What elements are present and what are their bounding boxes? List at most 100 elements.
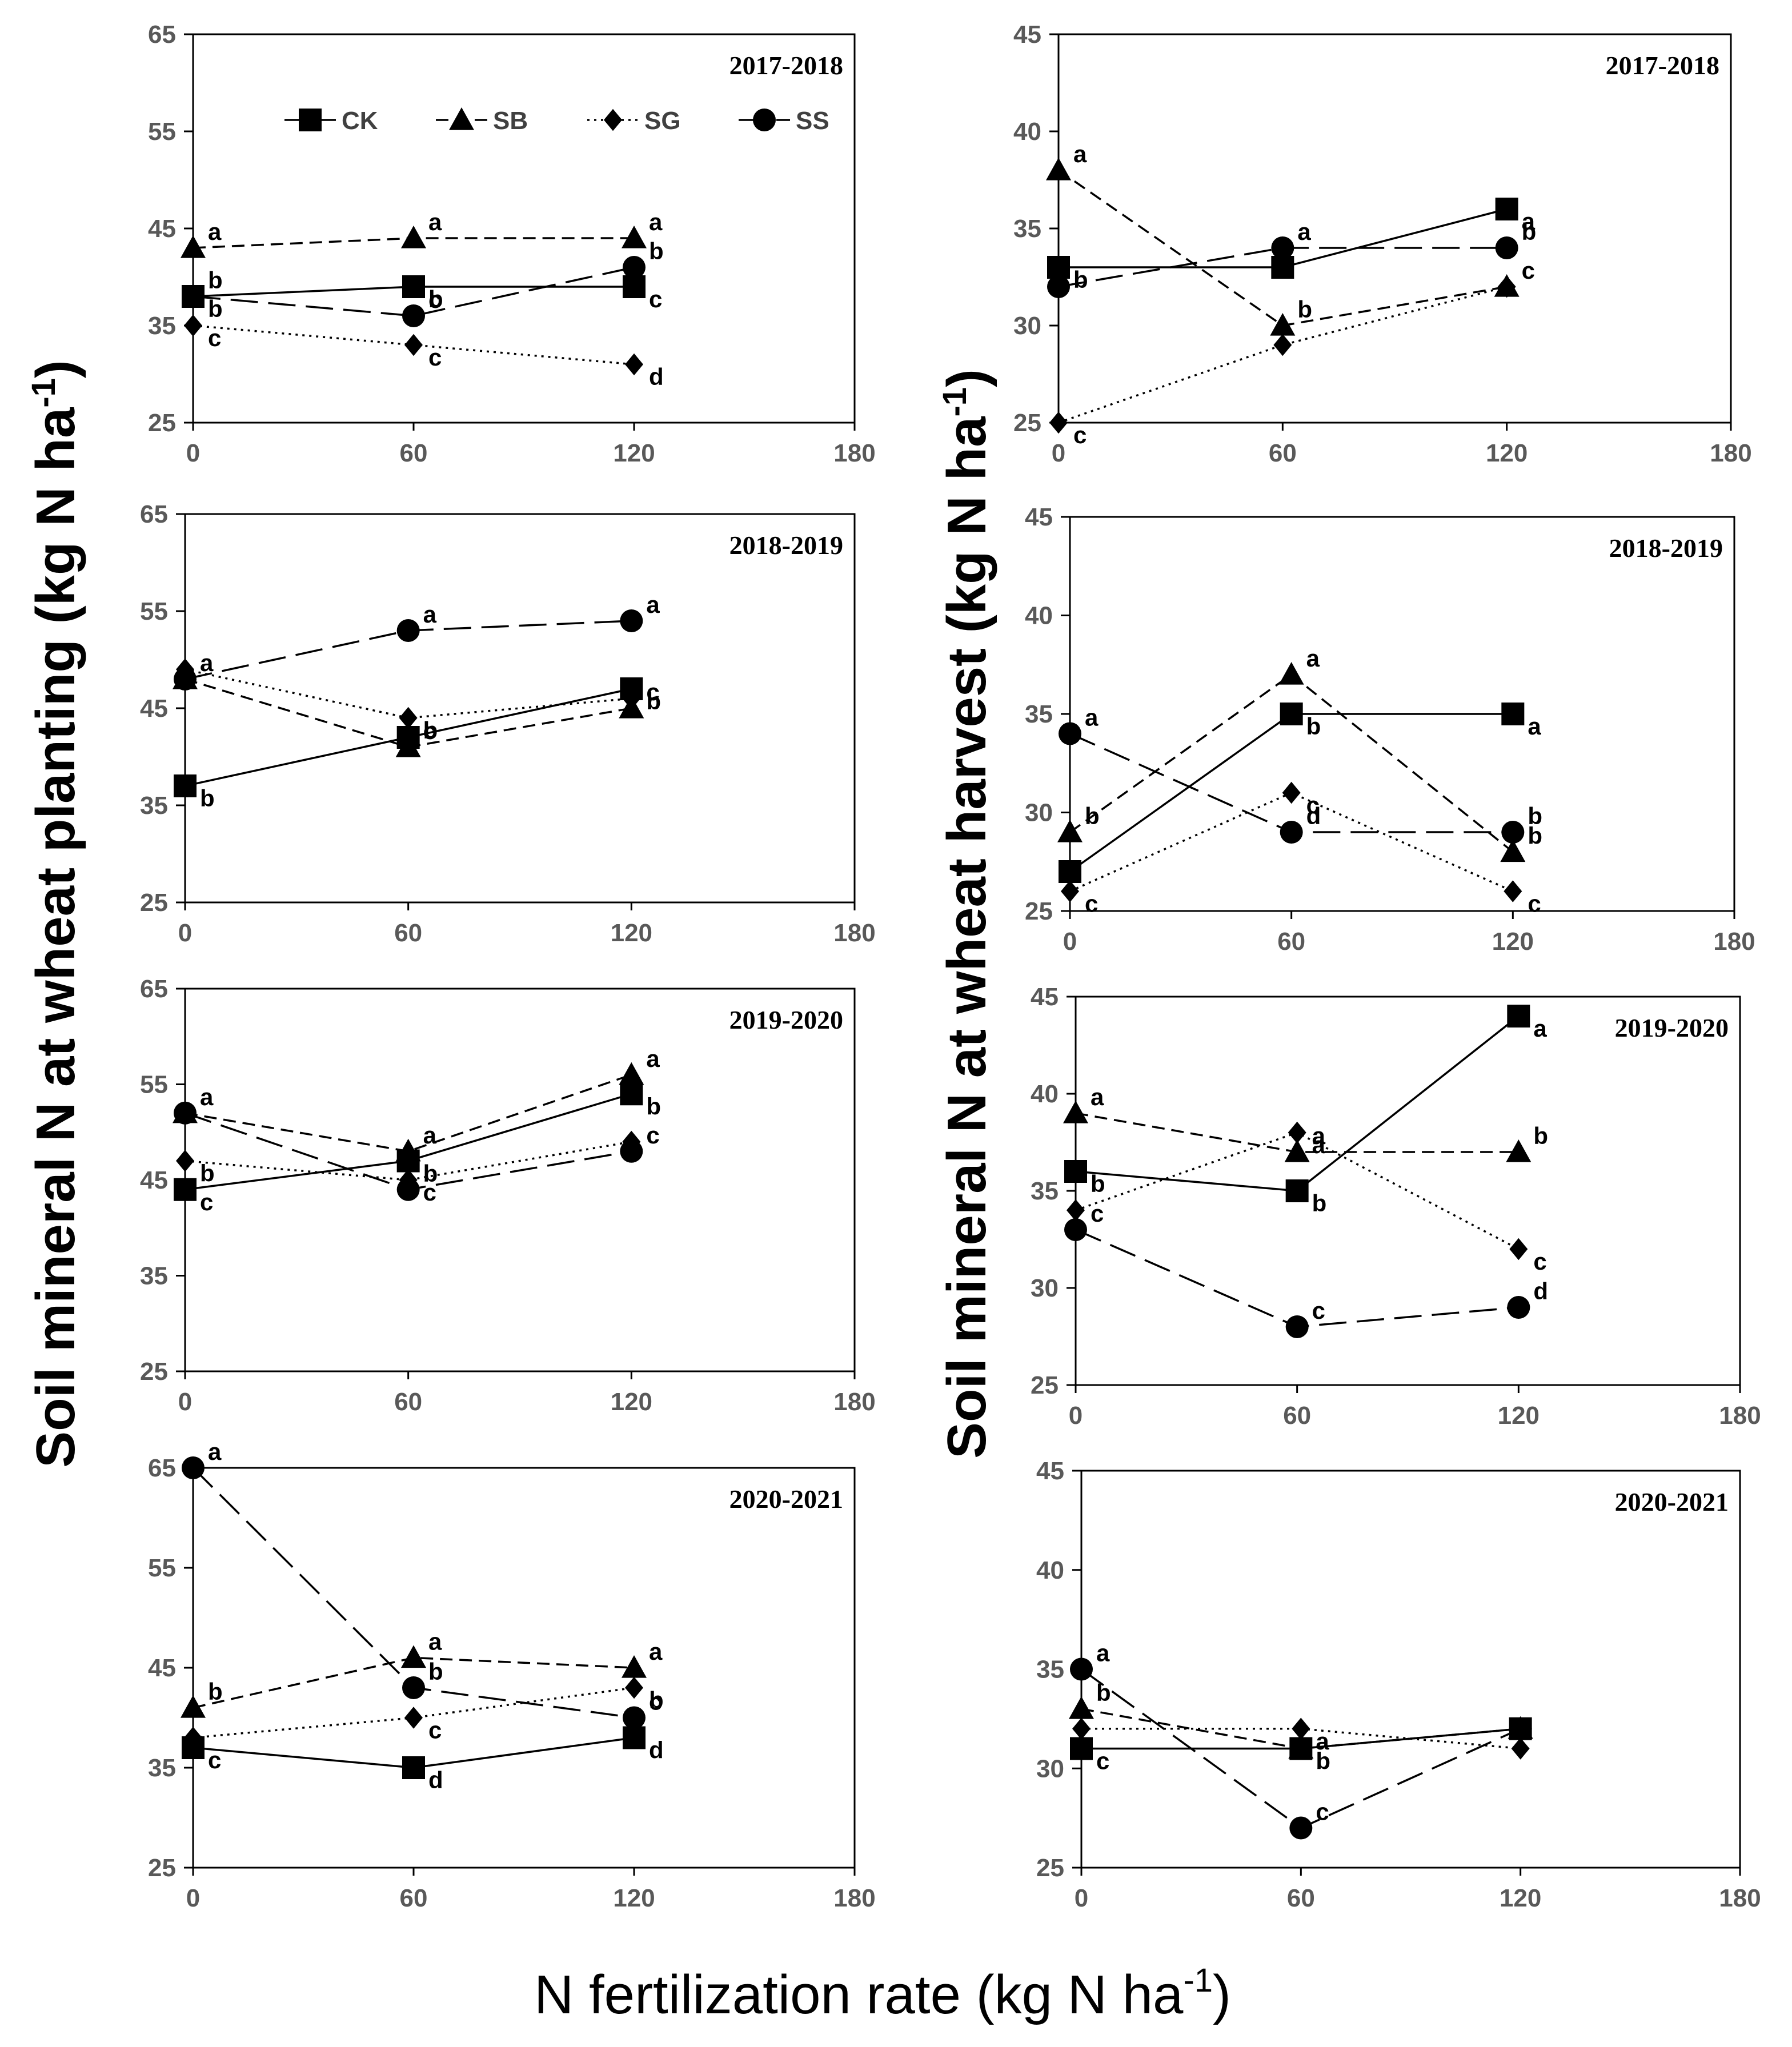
significance-letter: a <box>646 591 660 618</box>
ss-marker <box>1059 722 1081 745</box>
y-tick-label: 30 <box>1025 799 1053 827</box>
sb-marker <box>1278 662 1304 685</box>
significance-letter: a <box>1306 645 1320 672</box>
sg-marker <box>1292 1717 1310 1740</box>
y-tick-label: 45 <box>148 1654 176 1682</box>
y-tick-label: 40 <box>1013 118 1041 146</box>
significance-letter: b <box>1316 1748 1330 1775</box>
panel-year-title: 2020-2021 <box>1615 1487 1729 1516</box>
sb-marker <box>1288 1736 1314 1759</box>
ck-marker <box>1501 703 1525 725</box>
series-ss: abc <box>182 1438 662 1729</box>
panel-year-title: 2018-2019 <box>1609 533 1723 563</box>
series-sg: c c d <box>184 314 664 390</box>
series-ss: ac <box>1070 1640 1532 1840</box>
panel-year-title: 2020-2021 <box>729 1484 843 1514</box>
x-tick-label: 120 <box>613 439 655 467</box>
ck-marker <box>1070 1737 1093 1760</box>
sb-marker <box>1506 1139 1532 1162</box>
sg-marker <box>622 687 641 710</box>
series-ck: c d d <box>182 1726 664 1793</box>
sg-marker <box>1497 275 1516 298</box>
significance-letter: a <box>1085 704 1099 731</box>
series-sb: b a b <box>1057 645 1542 862</box>
significance-letter: a <box>1528 713 1541 740</box>
x-tick-label: 120 <box>611 919 652 947</box>
y-tick-label: 45 <box>140 695 168 723</box>
x-tick-label: 180 <box>1719 1884 1761 1912</box>
x-tick-label: 180 <box>1710 439 1751 467</box>
sg-marker <box>1282 781 1301 804</box>
x-tick-label: 120 <box>1500 1884 1541 1912</box>
y-tick-label: 25 <box>1036 1854 1064 1882</box>
x-tick-label: 180 <box>833 439 875 467</box>
series-ck: ba <box>1047 198 1536 293</box>
x-tick-label: 0 <box>1075 1884 1088 1912</box>
significance-letter: b <box>423 1160 438 1187</box>
significance-letter: b <box>428 1658 443 1685</box>
y-tick-label: 45 <box>1031 983 1059 1011</box>
significance-letter: b <box>200 1160 215 1187</box>
significance-letter: b <box>1522 218 1537 245</box>
ck-marker <box>1047 256 1070 279</box>
significance-letter: c <box>428 1717 442 1744</box>
sg-marker <box>625 353 643 376</box>
significance-letter: c <box>646 679 659 705</box>
series-ss: ccd <box>1064 1200 1548 1338</box>
significance-letter: c <box>1528 890 1541 917</box>
significance-letter: c <box>1522 257 1535 284</box>
series-ss: bcb <box>182 238 664 327</box>
sb-marker <box>395 734 421 757</box>
significance-letter: c <box>1085 890 1098 917</box>
sb-marker <box>1500 839 1526 862</box>
significance-letter: a <box>1312 1131 1326 1158</box>
y-tick-label: 55 <box>148 1554 176 1582</box>
significance-letter: c <box>428 344 442 371</box>
y-tick-label: 35 <box>140 792 168 820</box>
significance-letter: a <box>428 1628 442 1655</box>
sg-marker <box>1511 1737 1530 1760</box>
significance-letter: a <box>200 1083 214 1110</box>
x-tick-label: 120 <box>611 1388 652 1416</box>
sb-marker <box>181 1695 206 1718</box>
y-tick-label: 35 <box>148 1754 176 1782</box>
plot-frame <box>1057 33 1732 424</box>
series-sg: ac <box>1067 1121 1547 1275</box>
ss-marker <box>1501 821 1525 844</box>
ss-marker <box>1509 1717 1532 1740</box>
ss-marker <box>174 1101 197 1125</box>
legend-label-sg: SG <box>644 107 681 135</box>
x-tick-label: 180 <box>833 919 875 947</box>
significance-letter: a <box>1312 1122 1326 1149</box>
significance-letter: a <box>423 1122 437 1149</box>
x-tick-label: 60 <box>1269 439 1297 467</box>
sb-marker <box>1284 1139 1310 1162</box>
ss-marker <box>396 1178 420 1201</box>
y-tick-label: 25 <box>148 1854 176 1882</box>
ck-marker <box>1507 1005 1530 1027</box>
significance-letter: b <box>649 238 664 264</box>
y-tick-label: 40 <box>1031 1080 1059 1108</box>
y-tick-label: 25 <box>1013 409 1041 437</box>
significance-letter: b <box>1528 822 1542 849</box>
x-axis-label: N fertilization rate (kg N ha-1) <box>534 1962 1231 2025</box>
y-tick-label: 30 <box>1013 312 1041 340</box>
series-ss: a d b <box>1059 704 1542 844</box>
x-tick-label: 0 <box>1063 928 1077 956</box>
sg-marker <box>404 334 423 356</box>
significance-letter: b <box>200 785 215 812</box>
sg-marker <box>1509 1238 1528 1261</box>
significance-letter: a <box>1091 1083 1104 1110</box>
sb-marker <box>1063 1101 1088 1123</box>
sb-marker <box>401 1645 426 1668</box>
x-tick-label: 60 <box>1287 1884 1315 1912</box>
ss-marker <box>396 619 420 642</box>
series-ss: bc <box>174 1101 660 1201</box>
significance-letter: a <box>649 1638 663 1665</box>
x-tick-label: 180 <box>833 1884 875 1912</box>
